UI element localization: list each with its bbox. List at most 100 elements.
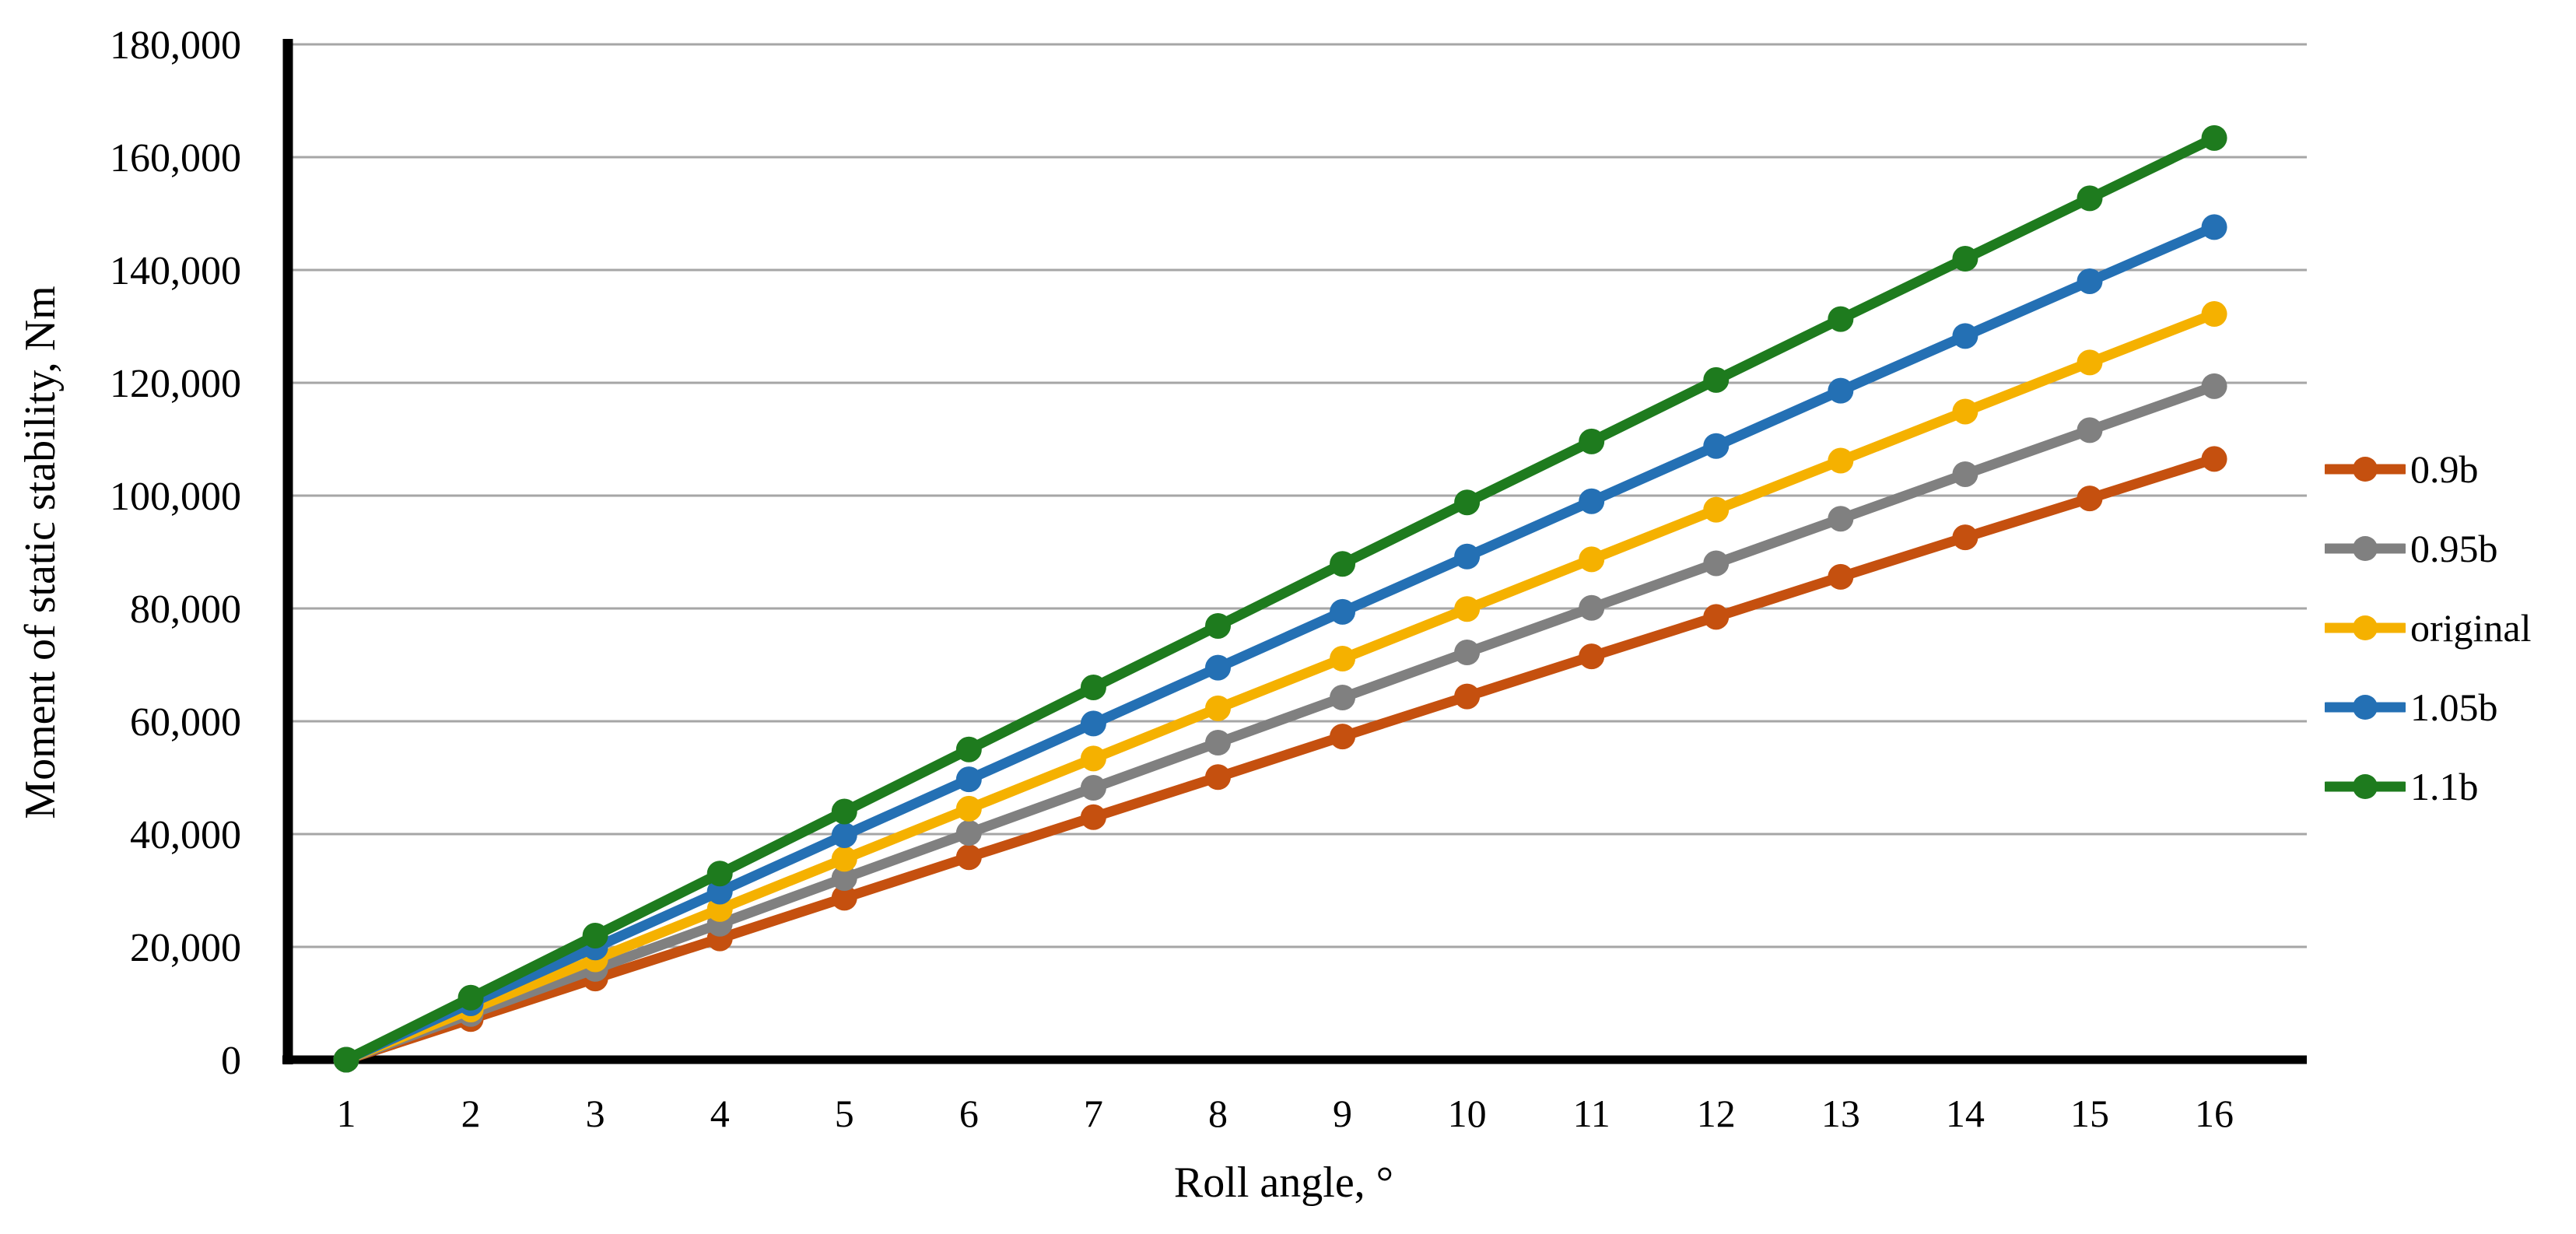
series-line-0.9b xyxy=(341,454,2220,1065)
y-tick-label: 0 xyxy=(221,1039,241,1083)
data-point-1.1b xyxy=(1330,551,1356,577)
data-point-1.05b xyxy=(2077,268,2103,294)
legend-item: 0.95b xyxy=(2325,524,2532,573)
x-tick-label: 10 xyxy=(1448,1092,1487,1135)
data-point-0.95b xyxy=(831,865,857,892)
x-tick-label: 8 xyxy=(1208,1092,1228,1135)
legend-item: 1.1b xyxy=(2325,762,2532,811)
legend-dot-icon xyxy=(2353,536,2378,561)
legend-dot-icon xyxy=(2353,615,2378,640)
y-tick-label: 120,000 xyxy=(110,362,241,406)
legend-label: 0.95b xyxy=(2410,527,2498,570)
x-tick-label: 11 xyxy=(1573,1092,1610,1135)
data-point-0.95b xyxy=(1204,730,1231,756)
data-point-0.95b xyxy=(1330,685,1356,711)
data-point-0.9b xyxy=(1330,724,1356,750)
data-point-1.1b xyxy=(1703,366,1730,393)
data-point-1.1b xyxy=(955,736,982,762)
series-line-0.95b xyxy=(341,380,2220,1065)
series-line-1.1b xyxy=(341,132,2220,1065)
x-tick-label: 15 xyxy=(2070,1092,2109,1135)
data-point-0.9b xyxy=(2077,486,2103,512)
y-tick-label: 160,000 xyxy=(110,136,241,181)
data-point-original xyxy=(1952,398,1978,425)
data-point-original xyxy=(1204,695,1231,721)
x-tick-label: 13 xyxy=(1821,1092,1860,1135)
legend-label: 1.05b xyxy=(2410,685,2498,729)
legend-dot-icon xyxy=(2353,457,2378,482)
data-point-1.1b xyxy=(1952,246,1978,272)
data-point-0.95b xyxy=(2077,417,2103,443)
data-point-1.05b xyxy=(1952,323,1978,349)
y-tick-label: 20,000 xyxy=(130,926,241,970)
legend: 0.9b 0.95b original 1.05b 1.1b xyxy=(2325,445,2532,811)
y-axis-title: Moment of static stability, Nm xyxy=(16,286,65,819)
data-point-0.95b xyxy=(1703,550,1730,577)
x-axis-title: Roll angle, ° xyxy=(1173,1159,1394,1207)
y-tick-label: 140,000 xyxy=(110,249,241,293)
data-point-0.95b xyxy=(955,820,982,847)
data-point-0.95b xyxy=(1952,461,1978,487)
x-tick-label: 9 xyxy=(1333,1092,1352,1135)
x-tick-label: 7 xyxy=(1084,1092,1103,1135)
legend-marker-icon xyxy=(2325,615,2406,640)
y-tick-label: 100,000 xyxy=(110,475,241,519)
data-point-original xyxy=(1330,646,1356,672)
data-point-1.05b xyxy=(1828,377,1854,404)
data-point-1.05b xyxy=(2201,214,2227,240)
data-point-1.1b xyxy=(1579,428,1605,454)
x-tick-label: 5 xyxy=(835,1092,854,1135)
legend-marker-icon xyxy=(2325,774,2406,799)
data-point-0.95b xyxy=(2201,373,2227,399)
data-point-1.1b xyxy=(1204,612,1231,639)
data-point-original xyxy=(1454,596,1481,622)
data-point-0.9b xyxy=(831,885,857,911)
data-point-0.95b xyxy=(1080,775,1106,801)
x-tick-label: 1 xyxy=(337,1092,356,1135)
data-point-1.05b xyxy=(1454,543,1481,570)
legend-dot-icon xyxy=(2353,695,2378,720)
data-point-1.1b xyxy=(1454,489,1481,516)
data-point-0.9b xyxy=(1204,764,1231,791)
data-point-1.05b xyxy=(1703,433,1730,459)
data-point-original xyxy=(1080,745,1106,772)
data-point-original xyxy=(1703,496,1730,523)
legend-dot-icon xyxy=(2353,774,2378,799)
legend-item: 0.9b xyxy=(2325,445,2532,493)
data-point-original xyxy=(1579,546,1605,573)
y-tick-label: 40,000 xyxy=(130,813,241,857)
data-point-original xyxy=(955,795,982,822)
legend-label: 1.1b xyxy=(2410,765,2479,808)
data-point-0.9b xyxy=(1828,563,1854,590)
series-line-1.05b xyxy=(341,222,2220,1065)
data-point-1.1b xyxy=(706,861,733,887)
data-point-0.95b xyxy=(1579,594,1605,621)
data-point-1.1b xyxy=(2077,185,2103,212)
legend-label: 0.9b xyxy=(2410,447,2479,491)
y-tick-label: 80,000 xyxy=(130,587,241,632)
data-point-0.9b xyxy=(1952,524,1978,551)
data-point-0.9b xyxy=(1080,804,1106,830)
x-tick-label: 12 xyxy=(1697,1092,1736,1135)
data-point-1.05b xyxy=(955,766,982,793)
data-point-1.1b xyxy=(831,798,857,825)
legend-marker-icon xyxy=(2325,536,2406,561)
data-point-1.1b xyxy=(1080,675,1106,700)
data-point-0.9b xyxy=(1454,683,1481,710)
legend-item: 1.05b xyxy=(2325,683,2532,731)
data-point-1.1b xyxy=(1828,306,1854,332)
data-point-1.05b xyxy=(1204,654,1231,681)
data-point-1.05b xyxy=(706,878,733,905)
data-point-0.9b xyxy=(1579,643,1605,670)
data-point-original xyxy=(2077,349,2103,376)
legend-item: original xyxy=(2325,604,2532,652)
data-point-1.1b xyxy=(582,923,608,948)
x-tick-label: 14 xyxy=(1946,1092,1985,1135)
x-tick-label: 3 xyxy=(586,1092,605,1135)
data-point-0.9b xyxy=(1703,604,1730,630)
legend-marker-icon xyxy=(2325,695,2406,720)
x-tick-label: 6 xyxy=(959,1092,979,1135)
data-point-1.1b xyxy=(333,1046,359,1073)
